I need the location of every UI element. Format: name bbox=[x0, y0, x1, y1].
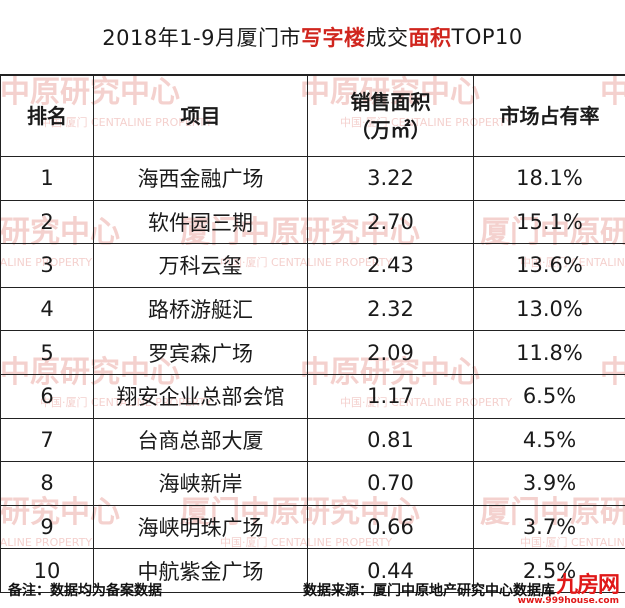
cell-project: 翔安企业总部会馆 bbox=[93, 373, 308, 419]
cell-project: 台商总部大厦 bbox=[93, 417, 308, 463]
cell-rank: 4 bbox=[0, 286, 94, 332]
header-area: 销售面积 （万㎡） bbox=[307, 74, 474, 157]
page-title: 2018年1-9月厦门市 写字楼 成交 面积 TOP10 bbox=[0, 0, 625, 74]
header-share: 市场占有率 bbox=[473, 74, 625, 157]
footer: 备注：数据均为备案数据 数据来源：厦门中原地产研究中心数据库 九房网 www.9… bbox=[0, 570, 625, 608]
table-row: 9 海峡明珠广场 0.66 3.7% bbox=[0, 504, 625, 550]
table-row: 8 海峡新岸 0.70 3.9% bbox=[0, 461, 625, 506]
cell-area: 3.22 bbox=[307, 156, 474, 201]
cell-rank: 9 bbox=[0, 504, 94, 550]
table-row: 1 海西金融广场 3.22 18.1% bbox=[0, 156, 625, 201]
table-row: 4 路桥游艇汇 2.32 13.0% bbox=[0, 286, 625, 332]
cell-project: 万科云玺 bbox=[93, 243, 308, 288]
site-logo: 九房网 www.999house.com bbox=[517, 573, 620, 607]
cell-project: 罗宾森广场 bbox=[93, 330, 308, 375]
cell-area: 2.32 bbox=[307, 286, 474, 332]
cell-share: 15.1% bbox=[473, 199, 625, 245]
cell-project: 海峡明珠广场 bbox=[93, 504, 308, 550]
cell-share: 13.0% bbox=[473, 286, 625, 332]
site-logo-mark: 九房网 bbox=[555, 573, 620, 598]
title-highlight-area: 面积 bbox=[408, 26, 452, 50]
cell-share: 6.5% bbox=[473, 373, 625, 419]
table-row: 6 翔安企业总部会馆 1.17 6.5% bbox=[0, 373, 625, 419]
cell-rank: 8 bbox=[0, 461, 94, 506]
cell-project: 路桥游艇汇 bbox=[93, 286, 308, 332]
cell-rank: 2 bbox=[0, 199, 94, 245]
cell-rank: 6 bbox=[0, 373, 94, 419]
cell-share: 4.5% bbox=[473, 417, 625, 463]
footer-source: 数据来源：厦门中原地产研究中心数据库 bbox=[303, 583, 555, 599]
cell-area: 2.43 bbox=[307, 243, 474, 288]
title-part-5: TOP10 bbox=[451, 25, 523, 49]
cell-project: 海西金融广场 bbox=[93, 156, 308, 201]
title-part-3: 成交 bbox=[365, 26, 409, 50]
cell-project: 中航紫金广场 bbox=[93, 548, 308, 593]
footer-note: 备注：数据均为备案数据 bbox=[8, 583, 162, 599]
table-row: 3 万科云玺 2.43 13.6% bbox=[0, 243, 625, 288]
header-rank: 排名 bbox=[0, 74, 94, 157]
cell-area: 0.44 bbox=[307, 548, 474, 593]
cell-rank: 10 bbox=[0, 548, 94, 593]
site-logo-url: www.999house.com bbox=[517, 596, 619, 606]
table-header-row: 排名 项目 销售面积 （万㎡） 市场占有率 bbox=[0, 74, 625, 157]
header-project: 项目 bbox=[93, 74, 308, 157]
cell-area: 0.66 bbox=[307, 504, 474, 550]
cell-project: 海峡新岸 bbox=[93, 461, 308, 506]
cell-share: 2.5% bbox=[473, 548, 625, 593]
title-part-1: 2018年1-9月厦门市 bbox=[102, 26, 301, 50]
cell-area: 1.17 bbox=[307, 373, 474, 419]
cell-project: 软件园三期 bbox=[93, 199, 308, 245]
table-row: 10 中航紫金广场 0.44 2.5% bbox=[0, 548, 625, 593]
cell-area: 0.81 bbox=[307, 417, 474, 463]
header-area-line2: （万㎡） bbox=[350, 118, 431, 142]
cell-share: 3.9% bbox=[473, 461, 625, 506]
cell-area: 0.70 bbox=[307, 461, 474, 506]
cell-area: 2.70 bbox=[307, 199, 474, 245]
cell-rank: 7 bbox=[0, 417, 94, 463]
cell-rank: 1 bbox=[0, 156, 94, 201]
cell-share: 18.1% bbox=[473, 156, 625, 201]
table-row: 2 软件园三期 2.70 15.1% bbox=[0, 199, 625, 245]
cell-rank: 5 bbox=[0, 330, 94, 375]
cell-rank: 3 bbox=[0, 243, 94, 288]
table-row: 7 台商总部大厦 0.81 4.5% bbox=[0, 417, 625, 463]
title-highlight-office: 写字楼 bbox=[301, 26, 366, 50]
cell-area: 2.09 bbox=[307, 330, 474, 375]
cell-share: 13.6% bbox=[473, 243, 625, 288]
cell-share: 11.8% bbox=[473, 330, 625, 375]
cell-share: 3.7% bbox=[473, 504, 625, 550]
table-row: 5 罗宾森广场 2.09 11.8% bbox=[0, 330, 625, 375]
ranking-table: 排名 项目 销售面积 （万㎡） 市场占有率 1 海西金融广场 3.22 18.1… bbox=[0, 74, 625, 593]
header-area-line1: 销售面积 bbox=[350, 90, 431, 114]
